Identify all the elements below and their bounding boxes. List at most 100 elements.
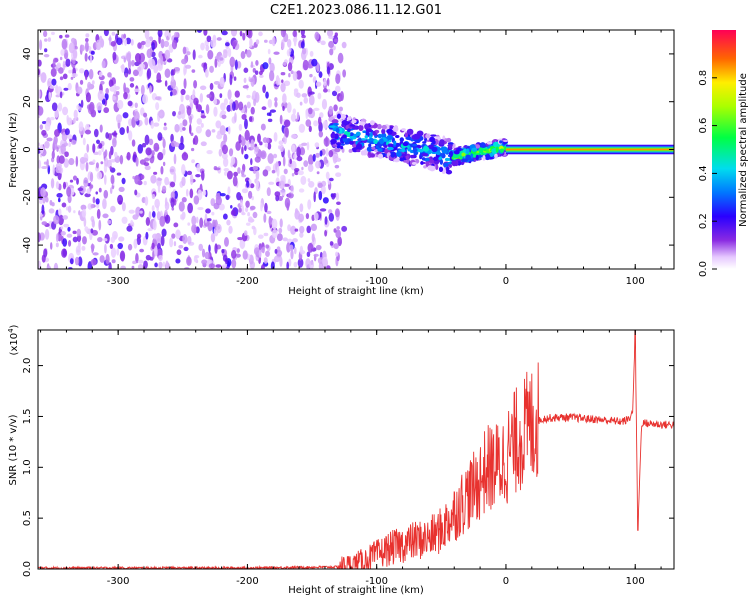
spectrogram-cell [205,129,212,138]
spectrogram-cell [287,224,292,232]
spectrogram-cell [389,126,394,129]
spectrogram-cell [262,84,266,94]
spectrogram-cell [160,55,164,66]
spectrogram-cell [215,196,222,206]
spectrogram-cell [169,181,176,188]
spectrogram-cell [107,72,112,78]
spectrogram-cell [173,153,177,165]
spectrogram-cell [413,133,421,140]
spectrogram-cell [73,210,76,214]
spectrogram-cell [105,87,109,95]
spectrogram-cell [325,171,330,180]
spectrogram-cell [442,146,447,152]
spectrogram-cell [282,237,288,242]
spectrogram-cell [314,142,320,148]
spectrogram-cell [40,187,46,198]
spectrogram-cell [90,50,95,55]
spectrogram-cell [137,42,142,49]
spectrogram-cell [277,77,281,86]
spectrogram-cell [422,146,430,152]
spectrogram-cell [98,150,102,156]
spectrogram-cell [258,31,263,37]
spectrogram-cell [185,94,190,101]
spectrogram-cell [453,150,460,155]
spectrogram-cell [287,192,294,199]
spectrogram-cell [362,130,367,133]
spectrogram-cell [335,73,341,85]
spectrogram-cell [205,208,211,214]
spectrogram-cell [214,57,218,68]
spectrogram-cell [130,60,135,67]
spectrogram-cell [105,253,110,265]
spectrogram-cell [88,101,95,113]
spectrogram-cell [102,213,109,219]
spectrogram-cell [109,187,113,195]
spectrogram-cell [260,202,263,212]
spectrogram-cell [181,211,186,220]
spectrogram-cell [412,147,418,153]
spectrogram-cell [49,116,55,121]
spectrogram-cell [212,219,216,228]
spectrogram-cell [253,247,260,256]
spectrogram-cell [297,258,304,268]
spectrogram-cell [170,191,176,200]
spectrogram-cell [199,217,204,229]
spectrogram-cell [87,81,92,91]
spectrogram-cell [59,56,63,61]
spectrogram-cell [131,139,136,147]
spectrogram-cell [327,88,331,93]
spectrogram-cell [198,243,204,251]
spectrogram-cell [89,54,93,63]
spectrogram-cell [348,149,353,153]
spectrogram-cell [420,161,424,165]
spectrogram-cell [108,79,114,88]
spectrogram-cell [269,109,277,113]
spectrogram-cell [274,101,278,108]
spectrogram-cell [263,257,268,264]
spectrogram-cell [336,201,341,205]
spectrogram-cell [144,39,151,48]
colorbar-tick-label: 0.4 [698,165,709,181]
spectrogram-cell [349,124,356,127]
spectrogram-cell [151,205,155,212]
spectrogram-cell [366,146,373,152]
spectrogram-cell [64,151,69,158]
spectrogram-cell [134,52,142,63]
spectrogram-cell [59,34,63,39]
spectrogram-cell [220,102,226,111]
spectrogram-cell [180,93,184,103]
spectrogram-cell [330,132,336,139]
spectrogram-cell [210,232,216,243]
spectrogram-cell [137,66,142,72]
spectrogram-cell [282,105,285,112]
spectrogram-cell [421,157,426,161]
spectrogram-cell [157,30,163,38]
spectrogram-cell [337,236,342,247]
spectrogram-cell [182,119,188,127]
spectrogram-cell [266,137,270,144]
spectrogram-cell [252,165,259,171]
spectrogram-cell [111,31,116,36]
spectrogram-cell [255,39,260,45]
spectrogram-cell [262,169,269,177]
spectrogram-cell [428,165,436,172]
spectrogram-cell [431,151,437,155]
spectrogram-cell [281,79,284,84]
spectrogram-cell [278,227,283,234]
spectrogram-cell [195,216,199,224]
spectrogram-cell [335,172,342,178]
snr-axes: -300 -200 -100 0 100 0.0 0.5 1.0 1.5 2.0 [22,330,674,587]
spectrogram-cell [181,152,189,161]
spectrogram-cell [313,107,320,112]
spectrogram-cell [189,123,192,135]
spectrogram-cell [174,123,180,133]
spectrogram-cell [303,96,309,104]
spectrogram-cell [180,214,183,220]
spectrogram-cell [322,256,328,268]
spectrogram-cell [60,226,64,230]
spectrogram-cell [170,133,174,143]
spectrogram-cell [439,158,444,165]
spectrogram-cell [81,208,87,218]
spectrogram-cell [425,133,430,139]
